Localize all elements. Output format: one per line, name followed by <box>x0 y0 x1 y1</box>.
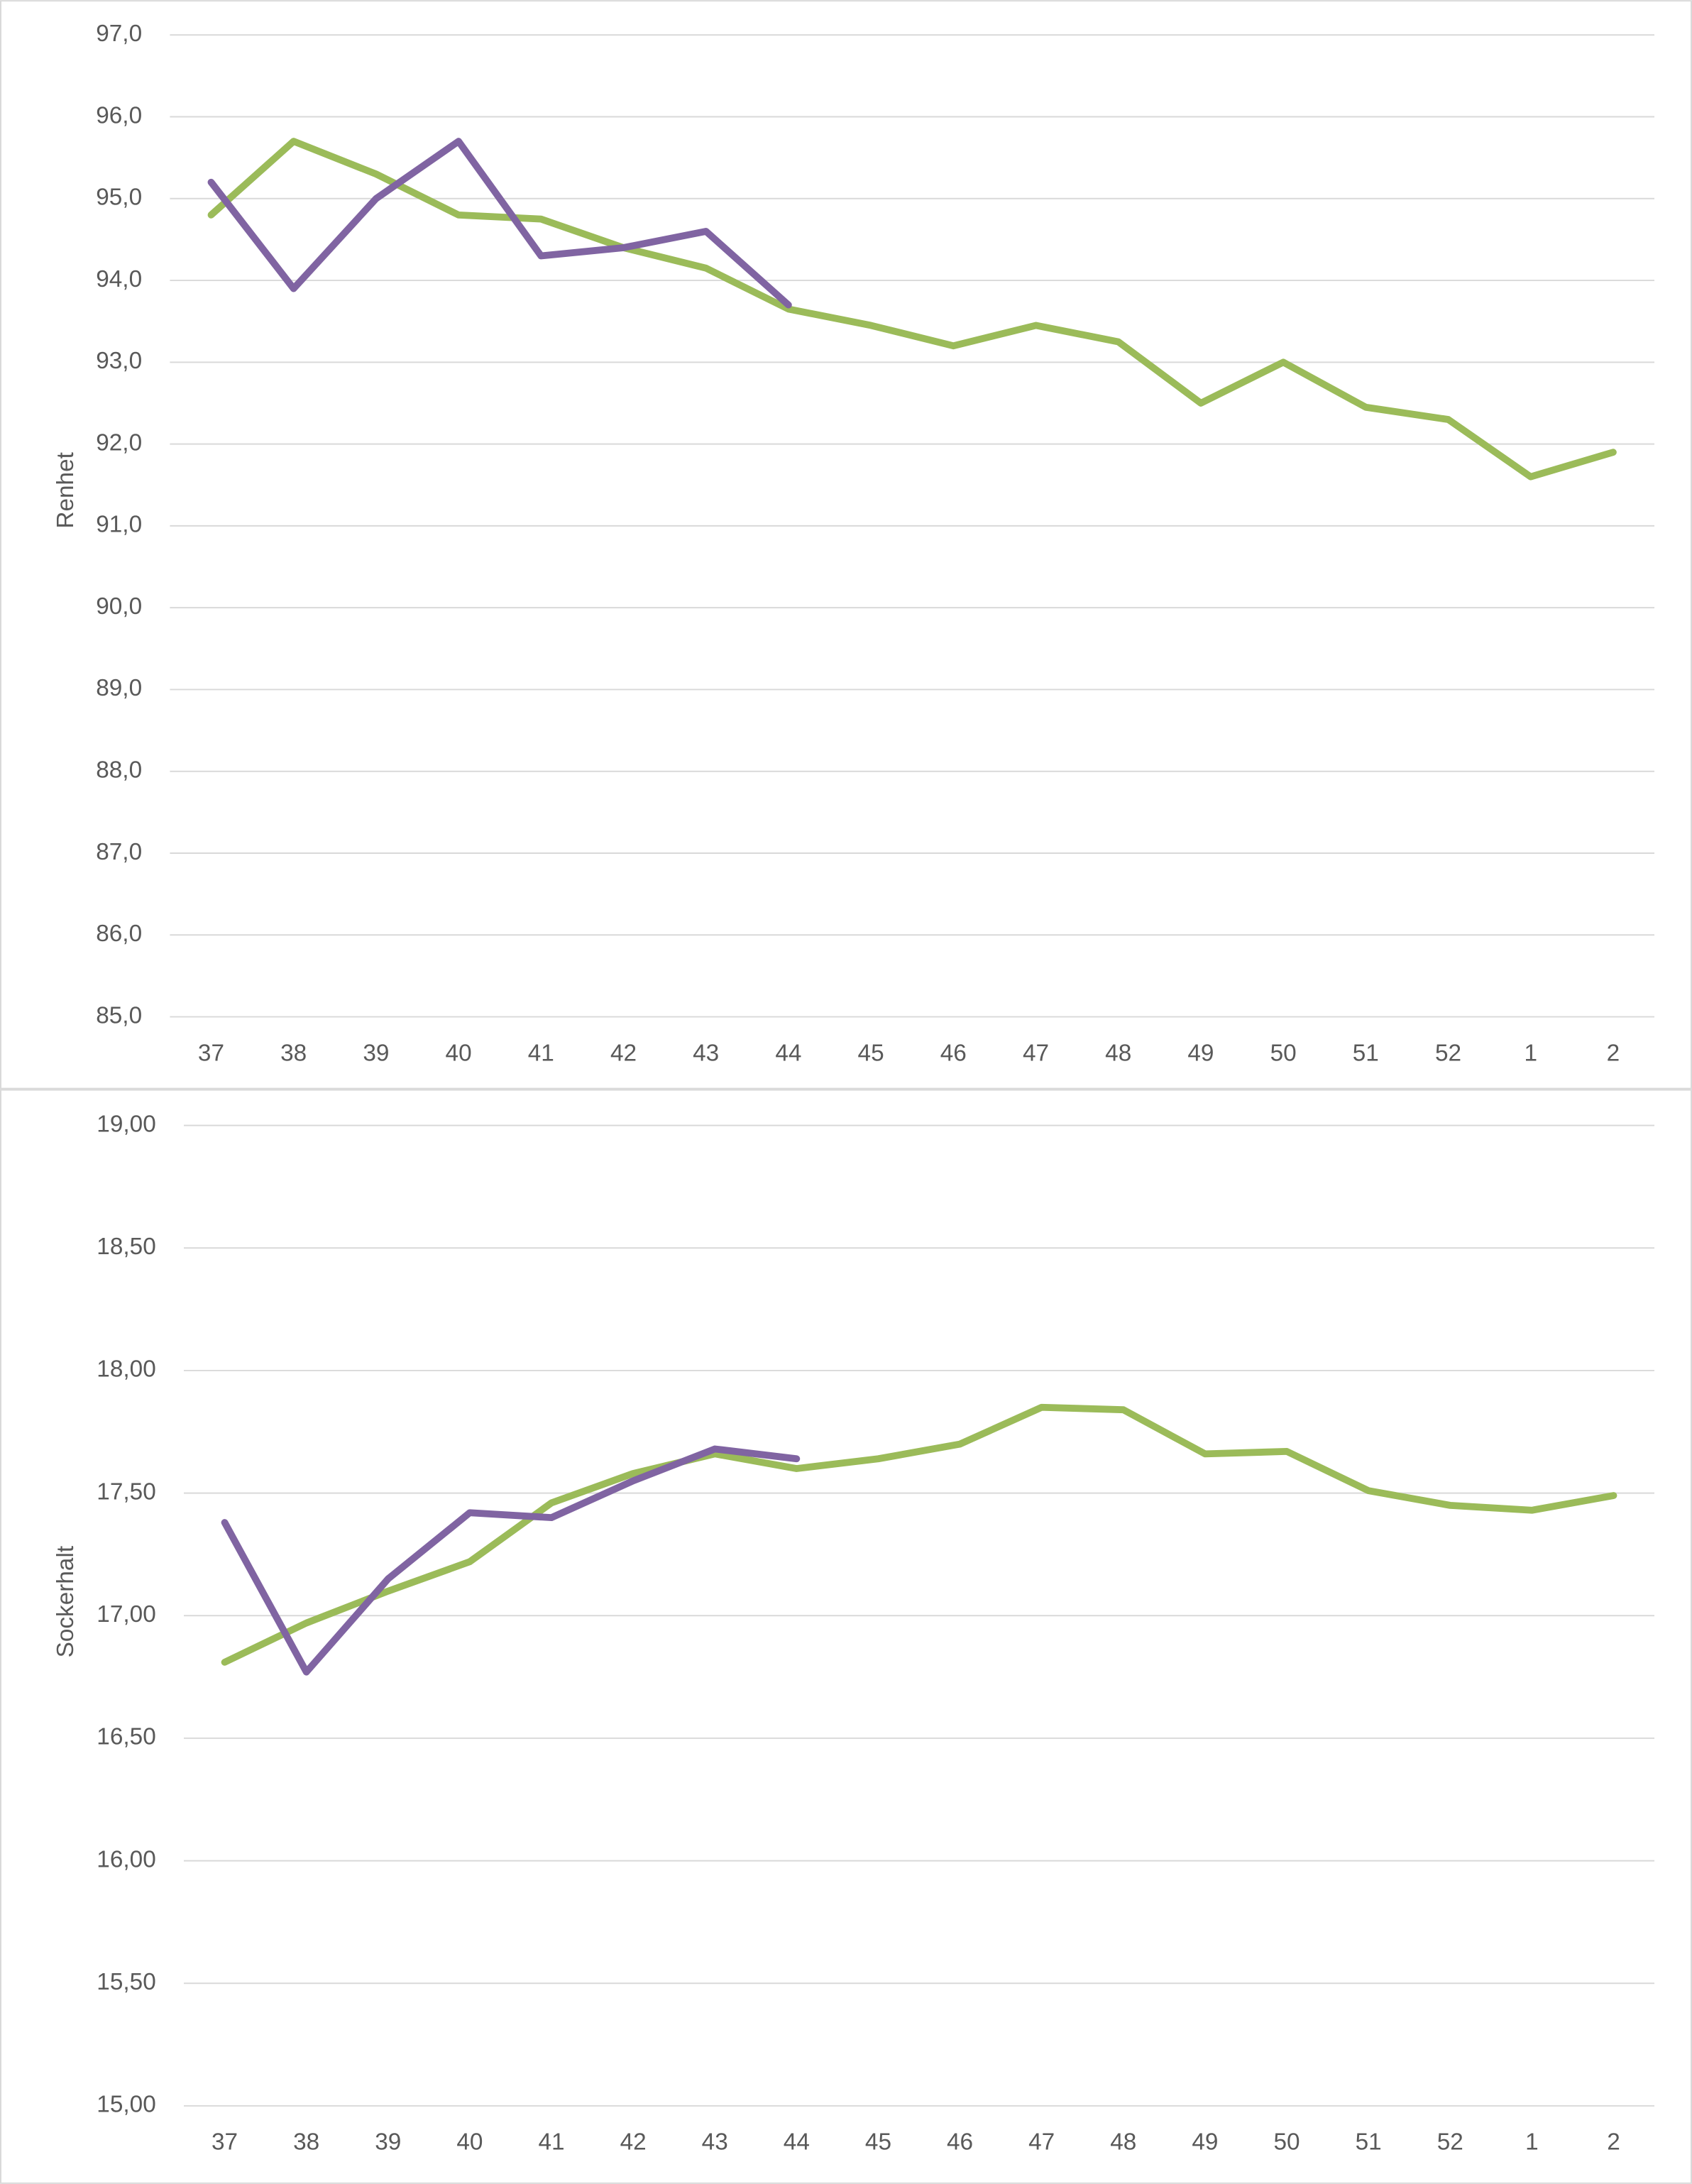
x-tick-label: 48 <box>1110 2129 1136 2156</box>
y-tick-label: 17,50 <box>97 1478 155 1505</box>
y-tick-label: 94,0 <box>96 266 142 292</box>
y-tick-label: 96,0 <box>96 102 142 128</box>
x-tick-label: 39 <box>375 2129 401 2156</box>
x-tick-label: 38 <box>280 1040 307 1066</box>
x-tick-label: 42 <box>620 2129 647 2156</box>
x-tick-label: 45 <box>858 1040 884 1066</box>
y-tick-label: 89,0 <box>96 675 142 701</box>
chart-frame <box>0 1089 1692 2184</box>
y-tick-label: 16,00 <box>97 1846 155 1872</box>
line-series <box>207 138 1617 481</box>
y-tick-label: 19,00 <box>97 1111 155 1137</box>
y-tick-label: 91,0 <box>96 512 142 538</box>
x-tick-label: 50 <box>1270 1040 1297 1066</box>
x-tick-label: 37 <box>198 1040 224 1066</box>
x-tick-label: 1 <box>1525 2129 1539 2156</box>
x-tick-label: 49 <box>1192 2129 1218 2156</box>
x-tick-label: 52 <box>1435 1040 1461 1066</box>
y-tick-label: 18,50 <box>97 1234 155 1260</box>
x-tick-label: 45 <box>865 2129 891 2156</box>
x-tick-label: 47 <box>1028 2129 1055 2156</box>
x-tick-label: 39 <box>363 1040 389 1066</box>
x-tick-label: 49 <box>1187 1040 1214 1066</box>
x-tick-label: 43 <box>693 1040 719 1066</box>
x-tick-label: 2 <box>1607 2129 1620 2156</box>
x-tick-label: 41 <box>538 2129 564 2156</box>
x-tick-label: 47 <box>1023 1040 1049 1066</box>
y-tick-label: 16,50 <box>97 1724 155 1750</box>
y-tick-label: 90,0 <box>96 593 142 620</box>
x-tick-label: 50 <box>1273 2129 1300 2156</box>
y-tick-label: 87,0 <box>96 839 142 865</box>
x-tick-label: 43 <box>702 2129 728 2156</box>
y-tick-label: 86,0 <box>96 921 142 947</box>
x-tick-label: 1 <box>1524 1040 1537 1066</box>
x-tick-label: 40 <box>456 2129 483 2156</box>
y-tick-label: 15,00 <box>97 2092 155 2118</box>
y-tick-label: 88,0 <box>96 757 142 784</box>
y-tick-label: 95,0 <box>96 185 142 211</box>
x-tick-label: 42 <box>610 1040 637 1066</box>
line-series <box>207 138 792 309</box>
line-series <box>221 1445 801 1676</box>
x-tick-label: 40 <box>446 1040 472 1066</box>
y-tick-label: 17,00 <box>97 1601 155 1628</box>
x-tick-label: 51 <box>1356 2129 1382 2156</box>
y-tick-label: 15,50 <box>97 1969 155 1995</box>
y-axis-label: Renhet <box>53 451 79 528</box>
x-tick-label: 37 <box>211 2129 238 2156</box>
y-tick-label: 93,0 <box>96 348 142 374</box>
x-tick-label: 48 <box>1105 1040 1131 1066</box>
x-tick-label: 44 <box>775 1040 801 1066</box>
x-tick-label: 41 <box>528 1040 554 1066</box>
chart-frame <box>0 0 1692 1090</box>
x-tick-label: 2 <box>1607 1040 1620 1066</box>
y-axis-label: Sockerhalt <box>53 1545 79 1657</box>
y-tick-label: 97,0 <box>96 21 142 47</box>
x-tick-label: 44 <box>784 2129 810 2156</box>
line-series <box>221 1403 1617 1666</box>
x-tick-label: 51 <box>1353 1040 1379 1066</box>
x-tick-label: 38 <box>293 2129 319 2156</box>
y-tick-label: 92,0 <box>96 429 142 456</box>
x-tick-label: 52 <box>1437 2129 1463 2156</box>
y-tick-label: 18,00 <box>97 1356 155 1383</box>
y-tick-label: 85,0 <box>96 1002 142 1028</box>
x-tick-label: 46 <box>947 2129 973 2156</box>
x-tick-label: 46 <box>940 1040 967 1066</box>
